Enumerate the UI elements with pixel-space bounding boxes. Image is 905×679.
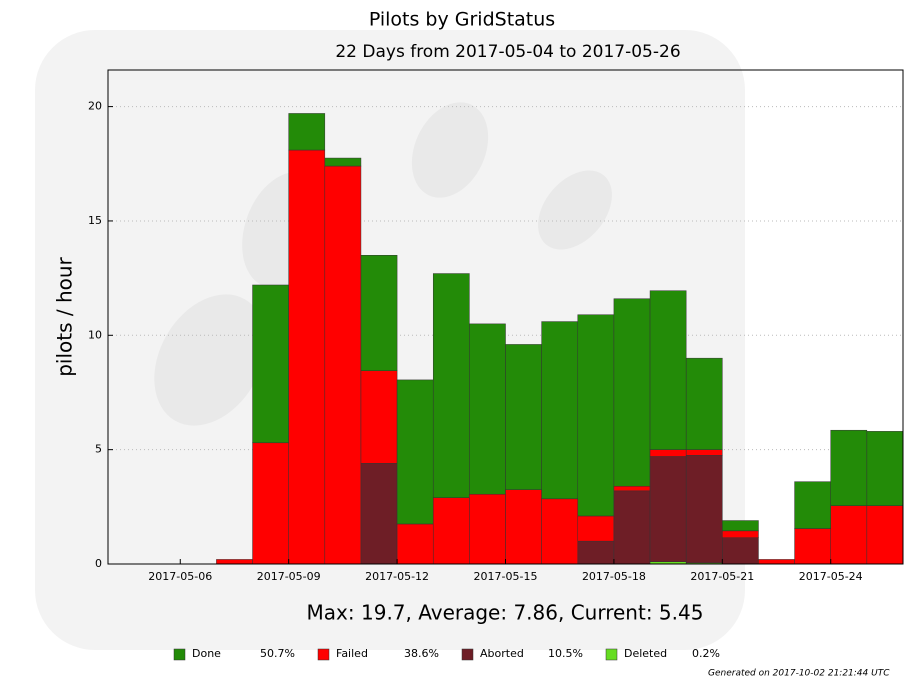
- summary: Max: 19.7, Average: 7.86, Current: 5.45: [307, 601, 704, 625]
- legend-swatch: [173, 648, 186, 661]
- bar-segment: [252, 442, 289, 565]
- bar-segment: [613, 485, 651, 492]
- x-tick-label: 2017-05-06: [148, 570, 212, 583]
- legend-share: 10.5%: [548, 647, 583, 660]
- x-tick-label: 2017-05-24: [799, 570, 863, 583]
- bar-segment: [685, 357, 723, 450]
- y-tick-label: 10: [88, 328, 102, 341]
- legend-share: 38.6%: [404, 647, 439, 660]
- legend-label: Done: [192, 647, 221, 660]
- legend: Done 50.7% Failed 38.6% Aborted 10.5% Deleted 0…: [173, 647, 720, 661]
- bar-segment: [324, 157, 362, 167]
- bar-segment: [830, 429, 868, 506]
- legend-share: 0.2%: [692, 647, 720, 660]
- y-tick-label: 15: [88, 214, 102, 227]
- bar-segment: [288, 113, 326, 151]
- bar-segment: [577, 540, 615, 565]
- bar-segment: [649, 449, 687, 457]
- bar-segment: [396, 523, 434, 565]
- bar-segment: [866, 505, 904, 565]
- chart-title: Pilots by GridStatus: [369, 9, 555, 31]
- bar-segment: [324, 165, 362, 565]
- y-axis-label: pilots / hour: [53, 256, 77, 376]
- bar-segment: [360, 370, 398, 464]
- bar-segment: [252, 284, 289, 444]
- y-tick-label: 0: [95, 557, 102, 570]
- bar-segment: [288, 149, 326, 565]
- bar-segment: [541, 498, 579, 565]
- y-tick-label: 20: [88, 100, 102, 113]
- bar-segment: [360, 463, 398, 565]
- bar-segment: [794, 481, 831, 529]
- legend-label: Deleted: [624, 647, 667, 660]
- y-tick-label: 5: [95, 443, 102, 456]
- bar-segment: [685, 449, 723, 456]
- bar-segment: [722, 537, 759, 565]
- legend-swatch: [461, 648, 474, 661]
- bar-segment: [469, 493, 506, 565]
- legend-swatch: [605, 648, 618, 661]
- bar-segment: [396, 379, 434, 525]
- legend-label: Aborted: [480, 647, 524, 660]
- x-tick-label: 2017-05-18: [582, 570, 646, 583]
- bar-segment: [830, 505, 868, 565]
- legend-label: Failed: [336, 647, 368, 660]
- x-tick-label: 2017-05-15: [474, 570, 538, 583]
- footer: Generated on 2017-10-02 21:21:44 UTC: [708, 669, 890, 679]
- bar-segment: [794, 528, 831, 565]
- bar-segment: [649, 290, 687, 450]
- bar-segment: [505, 344, 542, 490]
- plot-area: 0 5 10 15 20 2017-05-06 2017-05-09 2017-05-12 20…: [88, 69, 904, 583]
- bar-segment: [758, 559, 795, 565]
- x-tick-label: 2017-05-09: [257, 570, 321, 583]
- bar-segment: [722, 530, 759, 538]
- bar-segment: [469, 323, 506, 495]
- bar-segment: [613, 490, 651, 565]
- bar-segment: [649, 456, 687, 562]
- bar-segment: [216, 559, 253, 565]
- chart-subtitle: 22 Days from 2017-05-04 to 2017-05-26: [335, 42, 680, 62]
- bar-segment: [577, 515, 615, 542]
- bar-segment: [432, 497, 470, 565]
- x-tick-label: 2017-05-21: [690, 570, 754, 583]
- bar-segment: [432, 273, 470, 498]
- bar-segment: [360, 255, 398, 371]
- bar-segment: [685, 455, 723, 564]
- x-tick-label: 2017-05-12: [365, 570, 429, 583]
- bar-segment: [505, 489, 542, 565]
- bar-segment: [577, 314, 615, 517]
- legend-swatch: [317, 648, 330, 661]
- bar-segment: [722, 520, 759, 532]
- bar-segment: [613, 298, 651, 487]
- bar-segment: [866, 431, 904, 506]
- bar-segment: [541, 321, 579, 500]
- plot-frame: [107, 69, 904, 565]
- legend-share: 50.7%: [260, 647, 295, 660]
